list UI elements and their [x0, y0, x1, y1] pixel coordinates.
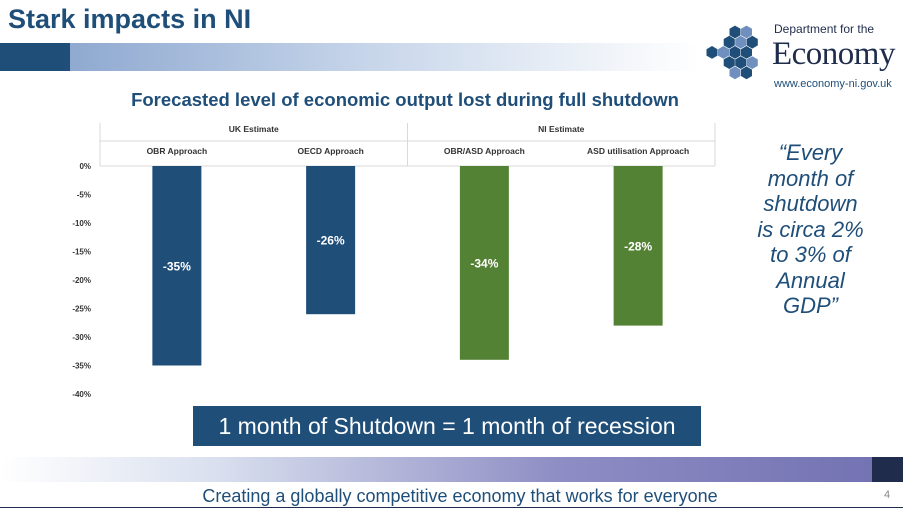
footer-rule	[0, 507, 903, 508]
logo-name: Economy	[772, 36, 895, 72]
y-tick-label: 0%	[79, 162, 91, 171]
group-label: UK Estimate	[229, 124, 279, 134]
category-label: ASD utilisation Approach	[587, 146, 689, 156]
y-tick-label: -10%	[72, 219, 91, 228]
data-label: -28%	[624, 239, 652, 253]
category-label: OBR Approach	[147, 146, 208, 156]
logo-hexagon	[746, 56, 758, 69]
data-label: -35%	[163, 259, 191, 273]
group-label: NI Estimate	[538, 124, 585, 134]
logo-hexagon	[741, 46, 752, 59]
data-label: -34%	[470, 256, 498, 270]
logo-hexagon	[729, 66, 741, 80]
page-number: 4	[884, 489, 891, 501]
y-tick-label: -30%	[72, 333, 91, 342]
footer-tagline: Creating a globally competitive economy …	[202, 486, 718, 506]
category-label: OECD Approach	[297, 146, 363, 156]
y-tick-label: -35%	[72, 362, 91, 371]
bar	[459, 166, 509, 360]
y-tick-label: -25%	[72, 305, 91, 314]
y-tick-label: -40%	[72, 390, 91, 399]
footer-gradient-band	[0, 457, 903, 482]
chart-title: Forecasted level of economic output lost…	[131, 89, 679, 110]
quote-line: to 3% of	[770, 242, 851, 267]
logo-hexagon	[735, 56, 747, 69]
slide-title: Stark impacts in NI	[8, 4, 252, 34]
y-tick-label: -5%	[77, 191, 91, 200]
logo-hexagon	[735, 35, 747, 49]
bar	[306, 166, 356, 315]
quote-line: Annual	[776, 267, 845, 293]
quote-line: “Every	[778, 140, 843, 165]
logo-hexagon	[741, 66, 752, 80]
logo-hexagon	[729, 25, 741, 39]
data-label: -26%	[317, 234, 345, 248]
recession-callout: 1 month of Shutdown = 1 month of recessi…	[193, 406, 701, 446]
logo-hexagon	[741, 25, 752, 39]
logo-hexagon	[723, 56, 735, 69]
gdp-quote: “Every month of shutdown is circa 2% to 3% o…	[748, 140, 873, 319]
quote-line: GDP”	[783, 293, 838, 318]
quote-line: shutdown	[763, 191, 858, 216]
logo-hexagon	[746, 35, 758, 49]
quote-line: month of	[767, 165, 854, 191]
logo-hexagon	[706, 46, 718, 59]
logo-url: www.economy-ni.gov.uk	[774, 78, 892, 90]
bar-chart: 0% -5% -10% -15% -20% -25% -30% -35% -40% UK Esti…	[72, 123, 716, 399]
quote-line: is circa 2%	[757, 216, 864, 242]
department-logo: Department for the Economy www.economy-n…	[704, 22, 899, 92]
header-gradient-band	[0, 43, 700, 71]
hexagon-cluster-icon	[706, 25, 758, 80]
y-tick-label: -15%	[72, 248, 91, 257]
category-label: OBR/ASD Approach	[444, 146, 525, 156]
logo-hexagon	[723, 35, 735, 49]
bar	[152, 166, 202, 366]
logo-department-line: Department for the	[774, 22, 875, 36]
bar	[613, 166, 663, 326]
logo-hexagon	[729, 46, 741, 59]
logo-hexagon	[718, 46, 729, 59]
y-tick-label: -20%	[72, 276, 91, 285]
